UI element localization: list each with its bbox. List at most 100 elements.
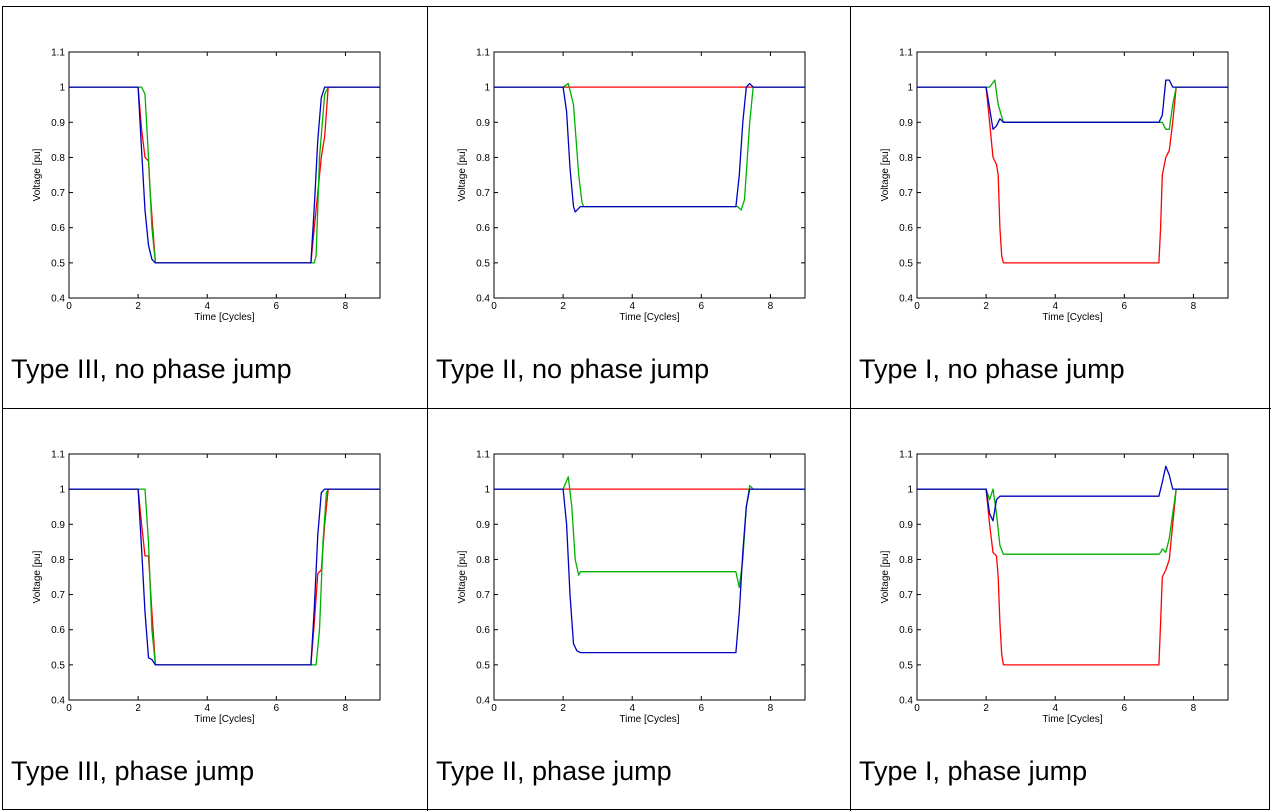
x-tick-label: 2 — [983, 703, 989, 714]
caption: Type I, phase jump — [859, 756, 1088, 786]
y-tick-label: 0.7 — [476, 188, 490, 199]
y-tick-label: 1.1 — [51, 48, 65, 59]
x-axis-label: Time [Cycles] — [619, 714, 679, 725]
series-line-3 — [917, 79, 1228, 130]
series-line-1 — [69, 86, 380, 264]
y-tick-label: 0.5 — [476, 258, 490, 269]
x-tick-label: 4 — [629, 703, 635, 714]
chart-svg: 0.4 0.5 0.6 0.7 0.8 0.9 1 1.1 0 2 4 6 8 Time [Cycles]… — [880, 48, 1229, 323]
x-axis-label: Time [Cycles] — [619, 312, 679, 323]
y-axis-label: Voltage [pu] — [457, 550, 468, 603]
y-tick-label: 0.6 — [476, 223, 490, 234]
y-tick-label: 0.8 — [899, 153, 913, 164]
x-tick-label: 0 — [491, 703, 497, 714]
panel-type-i-phase-jump: 0.4 0.5 0.6 0.7 0.8 0.9 1 1.1 0 2 4 6 8 Time [Cycles]… — [851, 409, 1271, 811]
x-tick-label: 2 — [560, 703, 566, 714]
x-tick-label: 4 — [204, 703, 210, 714]
x-tick-label: 4 — [1052, 703, 1058, 714]
panel-type-iii-no-phase-jump: 0.4 0.5 0.6 0.7 0.8 0.9 1 1.1 0 2 4 6 8 Time [Cycles]… — [3, 7, 428, 409]
y-axis-label: Voltage [pu] — [32, 148, 43, 201]
caption: Type II, phase jump — [436, 756, 672, 786]
plot-frame — [68, 51, 381, 299]
x-tick-label: 8 — [768, 301, 774, 312]
x-tick-label: 0 — [914, 703, 920, 714]
y-tick-label: 0.6 — [899, 625, 913, 636]
y-tick-label: 0.9 — [899, 520, 913, 531]
x-tick-label: 4 — [1052, 301, 1058, 312]
y-tick-label: 0.6 — [476, 625, 490, 636]
series-line-3 — [917, 465, 1228, 522]
y-tick-label: 0.7 — [51, 590, 65, 601]
series-line-3 — [69, 86, 380, 264]
y-tick-label: 0.8 — [476, 555, 490, 566]
y-tick-label: 0.9 — [476, 118, 490, 129]
panel-type-ii-phase-jump: 0.4 0.5 0.6 0.7 0.8 0.9 1 1.1 0 2 4 6 8 Time [Cycles]… — [428, 409, 851, 811]
y-tick-label: 1.1 — [899, 450, 913, 461]
chart-svg: 0.4 0.5 0.6 0.7 0.8 0.9 1 1.1 0 2 4 6 8 Time [Cycles]… — [32, 450, 381, 725]
y-tick-label: 1.1 — [51, 450, 65, 461]
x-tick-label: 2 — [135, 703, 141, 714]
chart-svg: 0.4 0.5 0.6 0.7 0.8 0.9 1 1.1 0 2 4 6 8 Time [Cycles]… — [880, 450, 1229, 725]
y-axis-label: Voltage [pu] — [32, 550, 43, 603]
series-line-2 — [917, 488, 1228, 555]
series-line-3 — [494, 488, 805, 654]
y-tick-label: 0.4 — [899, 294, 913, 305]
y-tick-label: 1 — [484, 485, 490, 496]
y-tick-label: 0.7 — [899, 188, 913, 199]
series-line-2 — [69, 488, 380, 666]
x-tick-label: 8 — [1191, 703, 1197, 714]
y-tick-label: 0.6 — [899, 223, 913, 234]
y-tick-label: 1 — [907, 83, 913, 94]
series-line-3 — [494, 82, 805, 213]
y-tick-label: 0.6 — [51, 223, 65, 234]
x-tick-label: 8 — [343, 301, 349, 312]
y-axis-label: Voltage [pu] — [880, 550, 891, 603]
x-tick-label: 6 — [1122, 703, 1128, 714]
plot-frame — [916, 453, 1229, 701]
caption: Type II, no phase jump — [436, 354, 710, 384]
x-axis-label: Time [Cycles] — [1042, 714, 1102, 725]
series-line-2 — [494, 82, 805, 211]
y-tick-label: 1 — [907, 485, 913, 496]
x-tick-label: 0 — [491, 301, 497, 312]
plot-frame — [493, 453, 806, 701]
series-line-2 — [69, 86, 380, 264]
y-tick-label: 0.5 — [51, 660, 65, 671]
x-axis-label: Time [Cycles] — [194, 714, 254, 725]
series-line-3 — [69, 488, 380, 666]
x-tick-label: 6 — [274, 703, 280, 714]
y-axis-label: Voltage [pu] — [457, 148, 468, 201]
plot-frame — [916, 51, 1229, 299]
y-tick-label: 1 — [59, 83, 65, 94]
x-tick-label: 6 — [1122, 301, 1128, 312]
x-tick-label: 2 — [560, 301, 566, 312]
y-tick-label: 0.5 — [899, 660, 913, 671]
caption: Type III, phase jump — [11, 756, 255, 786]
x-tick-label: 8 — [343, 703, 349, 714]
x-tick-label: 6 — [699, 301, 705, 312]
x-tick-label: 8 — [768, 703, 774, 714]
y-tick-label: 0.9 — [51, 118, 65, 129]
y-tick-label: 0.4 — [51, 294, 65, 305]
x-tick-label: 0 — [66, 703, 72, 714]
caption: Type III, no phase jump — [11, 354, 292, 384]
y-tick-label: 0.8 — [899, 555, 913, 566]
y-tick-label: 1.1 — [899, 48, 913, 59]
y-axis-label: Voltage [pu] — [880, 148, 891, 201]
x-tick-label: 0 — [914, 301, 920, 312]
x-tick-label: 2 — [983, 301, 989, 312]
panel-type-ii-no-phase-jump: 0.4 0.5 0.6 0.7 0.8 0.9 1 1.1 0 2 4 6 8 Time [Cycles]… — [428, 7, 851, 409]
y-tick-label: 0.9 — [476, 520, 490, 531]
y-tick-label: 0.8 — [51, 153, 65, 164]
caption: Type I, no phase jump — [859, 354, 1125, 384]
y-tick-label: 0.7 — [51, 188, 65, 199]
y-tick-label: 0.9 — [51, 520, 65, 531]
x-axis-label: Time [Cycles] — [194, 312, 254, 323]
y-tick-label: 0.6 — [51, 625, 65, 636]
y-tick-label: 0.5 — [476, 660, 490, 671]
y-tick-label: 0.9 — [899, 118, 913, 129]
y-tick-label: 0.4 — [476, 696, 490, 707]
chart-svg: 0.4 0.5 0.6 0.7 0.8 0.9 1 1.1 0 2 4 6 8 Time [Cycles]… — [457, 48, 806, 323]
panel-type-i-no-phase-jump: 0.4 0.5 0.6 0.7 0.8 0.9 1 1.1 0 2 4 6 8 Time [Cycles]… — [851, 7, 1271, 409]
y-tick-label: 0.5 — [899, 258, 913, 269]
